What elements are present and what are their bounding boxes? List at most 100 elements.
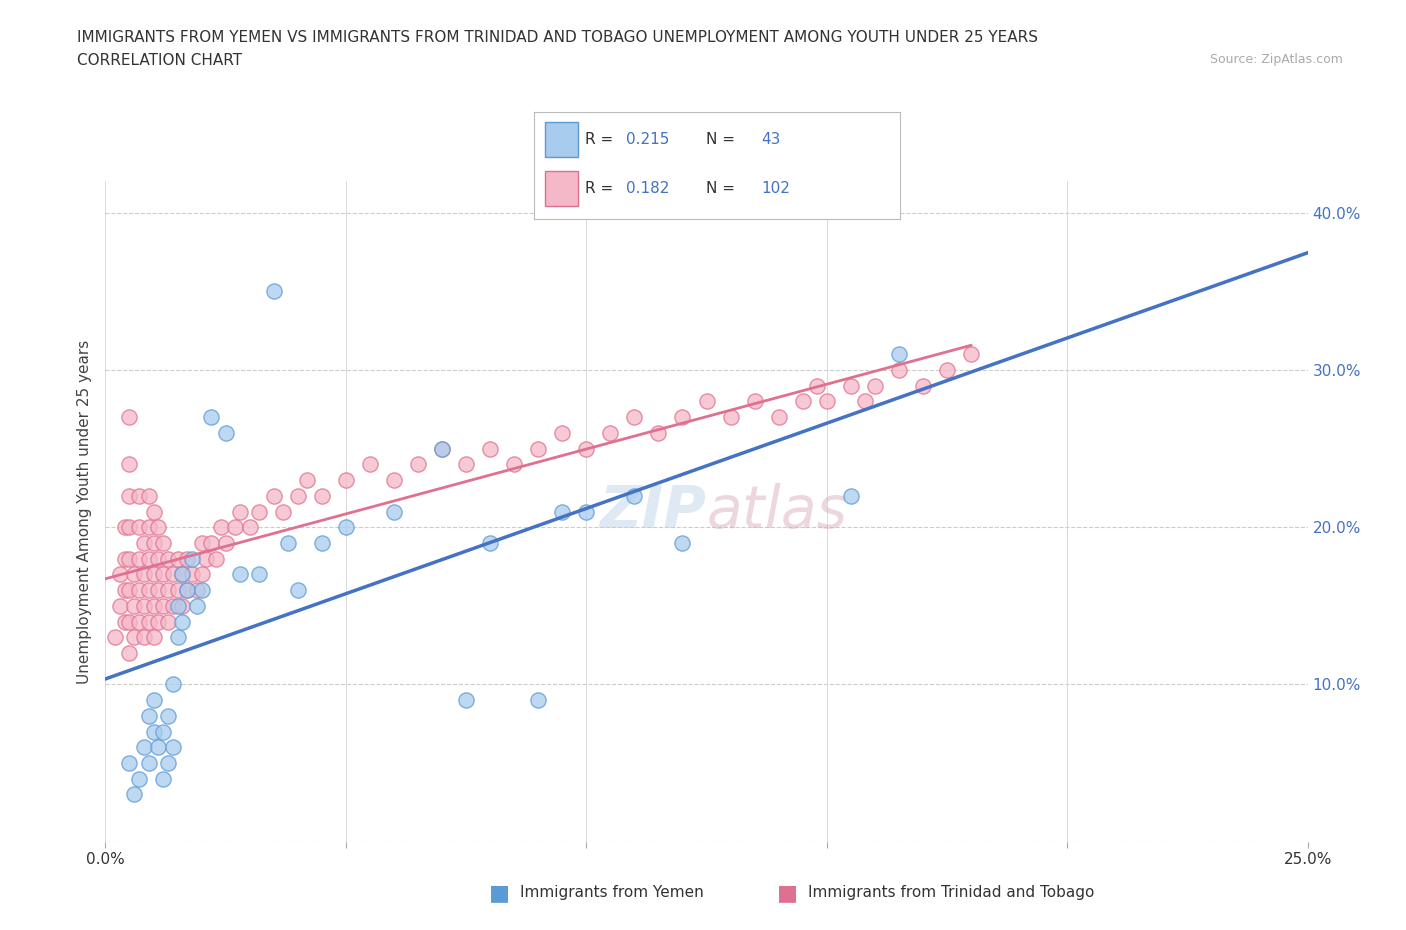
Point [132,598,155,613]
Point [138,520,160,535]
Point [138,755,160,770]
Point [190,567,212,582]
Point [671,536,693,551]
Point [768,410,790,425]
Point [138,709,160,724]
Point [551,425,574,440]
Point [430,441,453,456]
Point [114,551,136,566]
Point [176,583,198,598]
Point [148,614,170,629]
Point [176,551,198,566]
Point [863,379,886,393]
Point [551,504,574,519]
Point [172,567,194,582]
Point [148,583,170,598]
Text: N =: N = [706,132,740,147]
Point [118,520,141,535]
Bar [546,171,578,206]
Point [152,598,174,613]
Point [152,771,174,786]
Point [911,379,934,393]
Point [138,551,160,566]
Point [229,504,252,519]
Point [124,630,146,644]
Point [214,536,236,551]
Point [118,755,141,770]
Point [454,457,477,472]
Point [575,504,598,519]
Text: 0.182: 0.182 [626,181,669,196]
Point [172,614,194,629]
Point [118,583,141,598]
Point [156,551,179,566]
Point [132,630,155,644]
Point [128,551,150,566]
Point [166,630,188,644]
Text: 102: 102 [761,181,790,196]
Point [176,583,198,598]
Point [181,551,204,566]
Text: ZIP: ZIP [599,483,707,540]
Point [335,520,357,535]
Point [142,536,165,551]
Point [454,693,477,708]
Point [887,347,910,362]
Point [479,441,502,456]
Point [162,567,184,582]
Point [273,504,295,519]
Point [162,677,184,692]
Point [382,504,405,519]
Point [114,583,136,598]
Point [166,583,188,598]
Point [148,740,170,755]
Y-axis label: Unemployment Among Youth under 25 years: Unemployment Among Youth under 25 years [77,339,93,684]
Point [311,488,333,503]
Point [128,771,150,786]
Point [936,363,959,378]
Point [239,520,262,535]
Point [277,536,299,551]
Point [132,740,155,755]
Point [114,614,136,629]
Point [205,551,228,566]
Point [575,441,598,456]
Point [118,488,141,503]
Point [297,472,319,487]
Point [124,598,146,613]
Text: IMMIGRANTS FROM YEMEN VS IMMIGRANTS FROM TRINIDAD AND TOBAGO UNEMPLOYMENT AMONG : IMMIGRANTS FROM YEMEN VS IMMIGRANTS FROM… [77,30,1038,45]
Point [195,551,218,566]
Point [190,536,212,551]
Point [142,693,165,708]
Point [503,457,526,472]
Point [696,394,718,409]
Point [792,394,814,409]
Point [186,598,208,613]
Text: Source: ZipAtlas.com: Source: ZipAtlas.com [1209,53,1343,66]
Point [148,551,170,566]
Point [118,457,141,472]
Text: Immigrants from Trinidad and Tobago: Immigrants from Trinidad and Tobago [808,885,1095,900]
Point [527,693,550,708]
Point [200,536,222,551]
Point [156,614,179,629]
Point [132,567,155,582]
Point [186,583,208,598]
Point [815,394,838,409]
Text: CORRELATION CHART: CORRELATION CHART [77,53,242,68]
Point [599,425,621,440]
Point [335,472,357,487]
Text: N =: N = [706,181,740,196]
Point [224,520,246,535]
Point [118,614,141,629]
Point [156,583,179,598]
Point [142,567,165,582]
Point [359,457,381,472]
Point [124,787,146,802]
Point [128,583,150,598]
Point [128,488,150,503]
Point [960,347,983,362]
Point [190,583,212,598]
Point [156,755,179,770]
Point [172,598,194,613]
